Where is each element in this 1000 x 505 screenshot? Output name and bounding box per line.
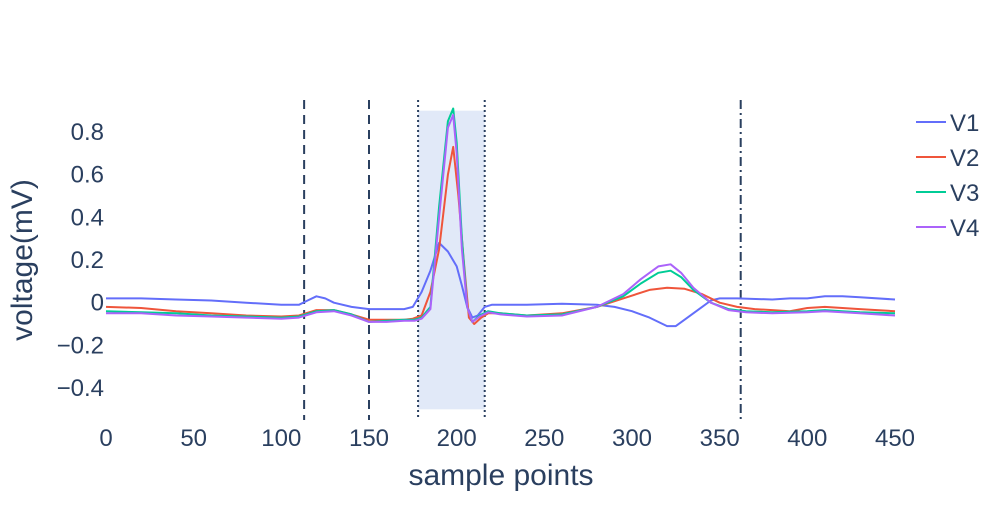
legend-item-v2[interactable]: V2 [916, 145, 979, 172]
x-tick-label: 150 [349, 425, 389, 452]
x-tick-label: 300 [612, 425, 652, 452]
series-line-v2 [105, 145, 896, 325]
y-tick-label: −0.2 [57, 332, 104, 359]
x-tick-label: 450 [875, 425, 915, 452]
y-tick-label: 0 [91, 290, 104, 317]
y-tick-label: 0.6 [71, 162, 104, 189]
series-line-v3 [105, 107, 896, 323]
y-tick-label: 0.4 [71, 204, 104, 231]
x-tick-label: 100 [261, 425, 301, 452]
x-tick-label: 250 [524, 425, 564, 452]
x-tick-label: 400 [787, 425, 827, 452]
legend-label: V4 [950, 215, 979, 242]
x-tick-label: 200 [437, 425, 477, 452]
series-layer [105, 107, 896, 328]
legend-item-v4[interactable]: V4 [916, 215, 979, 242]
legend[interactable]: V1 V2 V3 V4 [916, 110, 979, 242]
y-axis-title: voltage(mV) [6, 179, 39, 341]
series-line-v4 [106, 113, 896, 323]
x-tick-label: 50 [180, 425, 207, 452]
legend-label: V2 [950, 145, 979, 172]
y-tick-label: −0.4 [57, 375, 104, 402]
y-axis-ticks: 0.8 0.6 0.4 0.2 0 −0.2 −0.4 [57, 119, 104, 402]
legend-item-v3[interactable]: V3 [916, 180, 979, 207]
y-tick-label: 0.8 [71, 119, 104, 146]
x-axis-title: sample points [408, 459, 593, 492]
series-line-v1 [106, 241, 896, 328]
y-tick-label: 0.2 [71, 247, 104, 274]
legend-label: V3 [950, 180, 979, 207]
legend-item-v1[interactable]: V1 [916, 110, 979, 137]
x-tick-label: 350 [700, 425, 740, 452]
x-tick-label: 0 [99, 425, 112, 452]
x-axis-ticks: 0 50 100 150 200 250 300 350 400 450 [99, 425, 915, 452]
legend-label: V1 [950, 110, 979, 137]
vertical-lines-layer [303, 100, 742, 420]
